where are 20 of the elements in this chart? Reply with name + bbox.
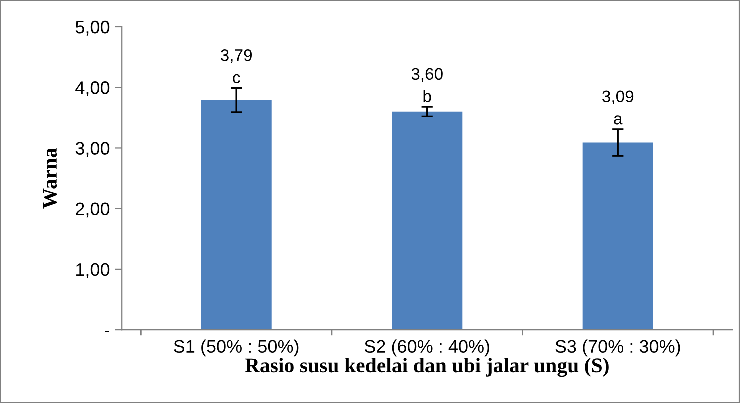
x-tick-label: S1 (50% : 50%) [174,340,299,357]
y-tick-label: 4,00 [76,82,110,96]
y-tick-label: 1,00 [76,263,110,278]
data-label: 3,60 [412,68,443,82]
annotation: c [233,74,240,84]
bar [201,100,272,330]
data-label: 3,79 [220,50,252,64]
annotation: a [614,116,623,125]
y-tick-label: - [105,331,110,333]
bar [392,112,463,330]
y-tick-label: 2,00 [76,202,110,218]
bar [582,142,654,330]
y-axis-title: Warna [43,148,58,209]
annotation: b [424,90,432,102]
x-tick-label: S2 (60% : 40%) [364,340,490,357]
y-tick-label: 3,00 [76,142,110,158]
x-tick-label: S3 (70% : 30%) [556,340,680,357]
x-axis-title: Rasio susu kedelai dan ubi jalar ungu (S) [245,358,609,378]
data-label: 3,09 [602,90,634,104]
y-tick-label: 5,00 [76,20,110,36]
